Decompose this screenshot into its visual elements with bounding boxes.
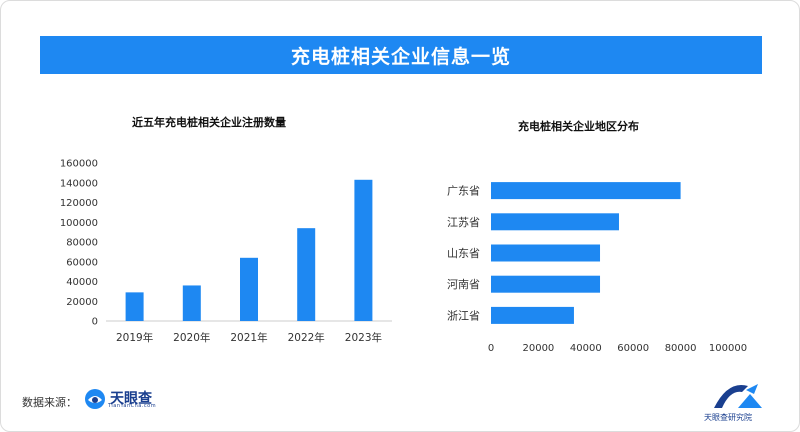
bar (182, 285, 201, 321)
bar (491, 306, 574, 324)
y-category-label: 广东省 (447, 185, 480, 198)
x-tick-label: 2023年 (345, 331, 382, 344)
y-tick-label: 80000 (66, 238, 98, 249)
bar (491, 213, 619, 231)
x-tick-label: 2021年 (230, 331, 267, 344)
institute-logo-text: 天眼查研究院 (704, 413, 752, 422)
x-tick-label: 40000 (570, 343, 602, 354)
y-category-label: 浙江省 (447, 309, 480, 322)
bar (125, 292, 144, 321)
x-tick-label: 100000 (709, 343, 747, 354)
x-tick-label: 0 (488, 343, 494, 354)
banner-title: 充电桩相关企业信息一览 (290, 45, 511, 68)
hbar-chart-title: 充电桩相关企业地区分布 (518, 120, 639, 133)
header-banner: 充电桩相关企业信息一览 (40, 36, 762, 74)
bar (491, 244, 601, 262)
y-tick-label: 20000 (66, 297, 98, 308)
x-tick-label: 80000 (665, 343, 697, 354)
y-tick-label: 140000 (60, 178, 98, 189)
bar (297, 228, 316, 321)
y-tick-label: 60000 (66, 257, 98, 268)
bar (491, 182, 681, 200)
tianyancha-eye-icon (85, 389, 105, 409)
bar (491, 275, 601, 293)
source-logo-text: 天眼查 (110, 391, 152, 407)
y-category-label: 山东省 (447, 247, 480, 260)
x-tick-label: 60000 (617, 343, 649, 354)
x-tick-label: 20000 (522, 343, 554, 354)
tianyancha-logo: 天眼查 TianYanCha.com (84, 386, 174, 412)
y-tick-label: 100000 (60, 218, 98, 229)
y-tick-label: 40000 (66, 277, 98, 288)
y-category-label: 江苏省 (447, 216, 480, 229)
x-tick-label: 2020年 (173, 331, 210, 344)
source-label: 数据来源： (22, 396, 77, 409)
y-category-label: 河南省 (447, 278, 480, 291)
bar-chart-title: 近五年充电桩相关企业注册数量 (132, 116, 286, 129)
x-tick-label: 2019年 (116, 331, 153, 344)
source-logo-subtext: TianYanCha.com (108, 403, 157, 409)
x-tick-label: 2022年 (288, 331, 325, 344)
institute-logo: 天眼查研究院 (700, 378, 772, 424)
bar (240, 257, 258, 321)
institute-mountain-icon (714, 384, 762, 408)
y-tick-label: 120000 (60, 198, 98, 209)
y-tick-label: 0 (92, 317, 98, 328)
y-tick-label: 160000 (60, 159, 98, 170)
bar (354, 179, 373, 321)
